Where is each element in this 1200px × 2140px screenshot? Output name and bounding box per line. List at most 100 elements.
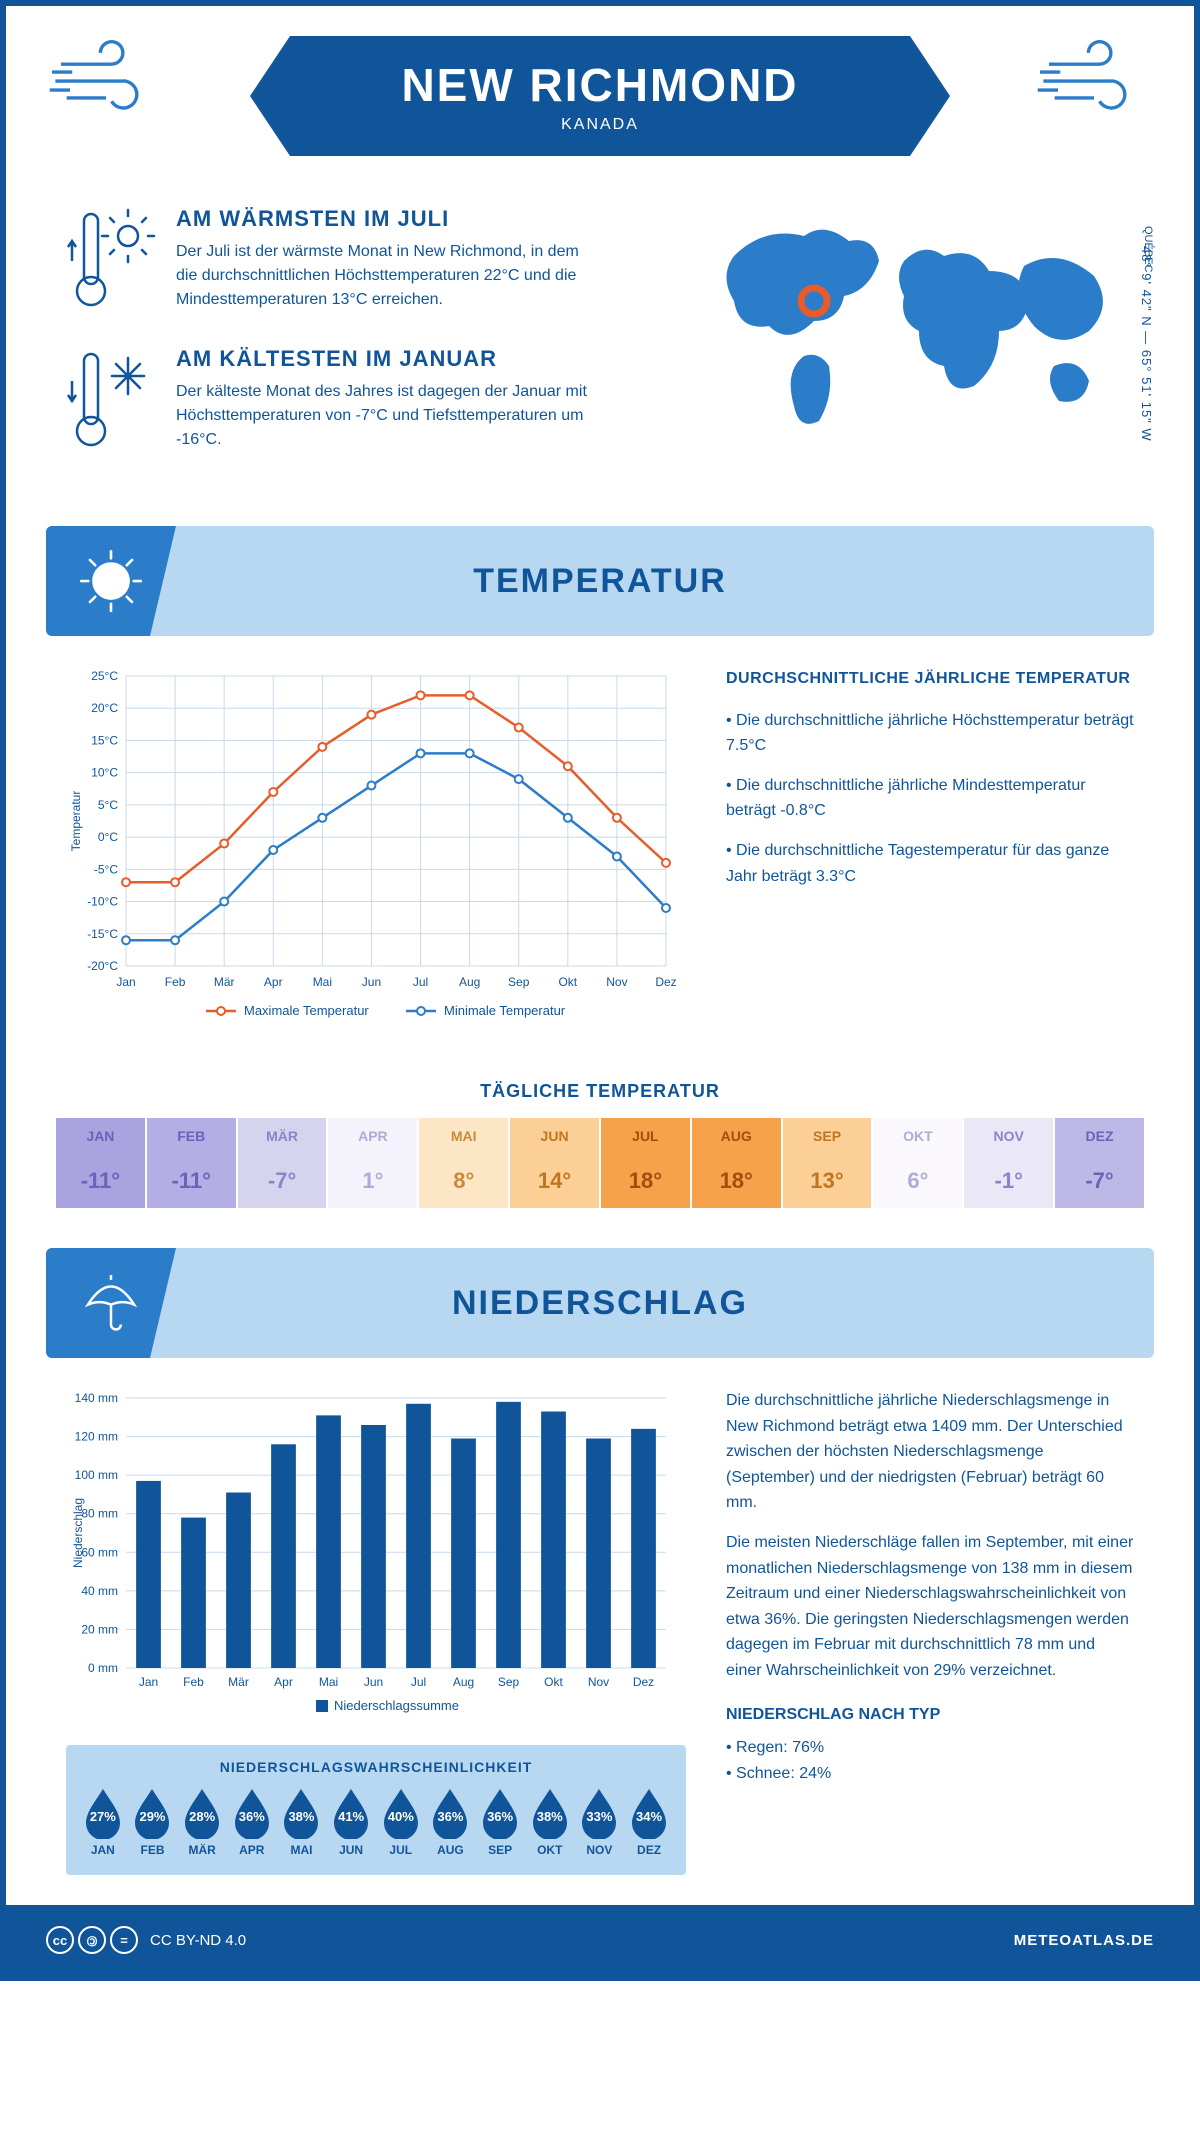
daily-month-label: FEB	[147, 1118, 236, 1154]
svg-text:Jul: Jul	[413, 975, 428, 989]
prob-month-label: AUG	[429, 1843, 471, 1857]
daily-month-label: OKT	[873, 1118, 962, 1154]
precip-probability-box: NIEDERSCHLAGSWAHRSCHEINLICHKEIT 27%JAN29…	[66, 1745, 686, 1875]
prob-month-label: APR	[231, 1843, 273, 1857]
prob-month-label: OKT	[529, 1843, 571, 1857]
svg-text:Jun: Jun	[362, 975, 381, 989]
temp-side-title: DURCHSCHNITTLICHE JÄHRLICHE TEMPERATUR	[726, 666, 1134, 692]
precip-side-text: Die durchschnittliche jährliche Niedersc…	[726, 1388, 1134, 1875]
warmest-text: Der Juli ist der wärmste Monat in New Ri…	[176, 240, 596, 312]
svg-text:Minimale Temperatur: Minimale Temperatur	[444, 1003, 566, 1018]
prob-cell: 36% SEP	[479, 1787, 521, 1857]
footer-site: METEOATLAS.DE	[1014, 1932, 1154, 1949]
daily-temp-value: 1°	[328, 1154, 417, 1208]
nd-icon: =	[110, 1926, 138, 1954]
raindrop-icon: 40%	[380, 1787, 422, 1839]
daily-temp-grid: JAN-11°FEB-11°MÄR-7°APR1°MAI8°JUN14°JUL1…	[56, 1118, 1144, 1208]
prob-month-label: JUL	[380, 1843, 422, 1857]
raindrop-icon: 33%	[578, 1787, 620, 1839]
daily-temp-value: -1°	[964, 1154, 1053, 1208]
svg-text:Mär: Mär	[228, 1675, 249, 1689]
raindrop-icon: 36%	[429, 1787, 471, 1839]
precip-p2: Die meisten Niederschläge fallen im Sept…	[726, 1530, 1134, 1684]
daily-month-label: JAN	[56, 1118, 145, 1154]
temp-chart-row: -20°C-15°C-10°C-5°C0°C5°C10°C15°C20°C25°…	[6, 666, 1194, 1061]
svg-text:Niederschlag: Niederschlag	[71, 1498, 85, 1568]
daily-month-label: JUL	[601, 1118, 690, 1154]
daily-cell: JUL18°	[601, 1118, 692, 1208]
svg-text:Sep: Sep	[508, 975, 530, 989]
svg-text:Okt: Okt	[544, 1675, 563, 1689]
coords-label: 48° 9' 42" N — 65° 51' 15" W	[1139, 246, 1154, 442]
precip-p1: Die durchschnittliche jährliche Niedersc…	[726, 1388, 1134, 1516]
prob-cell: 28%MÄR	[181, 1787, 223, 1857]
svg-text:Apr: Apr	[274, 1675, 293, 1689]
svg-text:100 mm: 100 mm	[75, 1468, 118, 1482]
raindrop-icon: 27%	[82, 1787, 124, 1839]
raindrop-icon: 36%	[479, 1787, 521, 1839]
svg-text:-15°C: -15°C	[87, 927, 118, 941]
svg-text:Aug: Aug	[459, 975, 480, 989]
temp-bullet-2: • Die durchschnittliche jährliche Mindes…	[726, 773, 1134, 824]
svg-text:-5°C: -5°C	[94, 862, 118, 876]
svg-text:Feb: Feb	[165, 975, 186, 989]
raindrop-icon: 34%	[628, 1787, 670, 1839]
raindrop-icon: 36%	[231, 1787, 273, 1839]
svg-text:5°C: 5°C	[98, 798, 118, 812]
daily-temp-value: -11°	[56, 1154, 145, 1208]
svg-text:80 mm: 80 mm	[81, 1507, 118, 1521]
svg-text:Temperatur: Temperatur	[69, 791, 83, 852]
prob-month-label: FEB	[131, 1843, 173, 1857]
svg-text:Okt: Okt	[558, 975, 577, 989]
prob-month-label: MÄR	[181, 1843, 223, 1857]
daily-temp-value: -7°	[238, 1154, 327, 1208]
title-ribbon: NEW RICHMOND KANADA	[290, 36, 910, 156]
wind-icon	[1034, 36, 1154, 126]
prob-cell: 27%JAN	[82, 1787, 124, 1857]
cc-icons: cc 🄯 =	[46, 1926, 138, 1954]
coldest-text: Der kälteste Monat des Jahres ist dagege…	[176, 380, 596, 452]
prob-cell: 38%MAI	[280, 1787, 322, 1857]
umbrella-icon	[46, 1248, 176, 1358]
svg-text:20 mm: 20 mm	[81, 1622, 118, 1636]
svg-text:Mär: Mär	[214, 975, 235, 989]
svg-text:Apr: Apr	[264, 975, 283, 989]
daily-month-label: MAI	[419, 1118, 508, 1154]
daily-month-label: MÄR	[238, 1118, 327, 1154]
daily-month-label: APR	[328, 1118, 417, 1154]
daily-temp-value: -7°	[1055, 1154, 1144, 1208]
daily-cell: SEP13°	[783, 1118, 874, 1208]
svg-text:Maximale Temperatur: Maximale Temperatur	[244, 1003, 369, 1018]
thermometer-sun-icon	[66, 206, 156, 316]
precip-section-title: NIEDERSCHLAG	[46, 1284, 1154, 1323]
cc-icon: cc	[46, 1926, 74, 1954]
intro-facts: AM WÄRMSTEN IM JULI Der Juli ist der wär…	[66, 206, 654, 486]
daily-cell: JAN-11°	[56, 1118, 147, 1208]
prob-cell: 36% APR	[231, 1787, 273, 1857]
prob-cell: 29% FEB	[131, 1787, 173, 1857]
coldest-title: AM KÄLTESTEN IM JANUAR	[176, 346, 596, 372]
world-map-block: QUÉBEC 48° 9' 42" N — 65° 51' 15" W	[694, 206, 1134, 486]
daily-month-label: SEP	[783, 1118, 872, 1154]
raindrop-icon: 29%	[131, 1787, 173, 1839]
prob-month-label: SEP	[479, 1843, 521, 1857]
precip-banner: NIEDERSCHLAG	[46, 1248, 1154, 1358]
daily-cell: MÄR-7°	[238, 1118, 329, 1208]
svg-text:Jul: Jul	[411, 1675, 426, 1689]
svg-text:15°C: 15°C	[91, 733, 118, 747]
svg-text:Aug: Aug	[453, 1675, 474, 1689]
by-icon: 🄯	[78, 1926, 106, 1954]
svg-text:10°C: 10°C	[91, 766, 118, 780]
thermometer-snow-icon	[66, 346, 156, 456]
daily-temp-value: 18°	[601, 1154, 690, 1208]
svg-text:0°C: 0°C	[98, 830, 118, 844]
svg-text:Mai: Mai	[319, 1675, 338, 1689]
precip-bar-chart: 0 mm20 mm40 mm60 mm80 mm100 mm120 mm140 …	[66, 1388, 686, 1875]
daily-month-label: NOV	[964, 1118, 1053, 1154]
daily-month-label: AUG	[692, 1118, 781, 1154]
svg-text:Mai: Mai	[313, 975, 332, 989]
daily-temp-value: 13°	[783, 1154, 872, 1208]
daily-cell: MAI8°	[419, 1118, 510, 1208]
svg-text:Sep: Sep	[498, 1675, 520, 1689]
prob-cell: 34%DEZ	[628, 1787, 670, 1857]
